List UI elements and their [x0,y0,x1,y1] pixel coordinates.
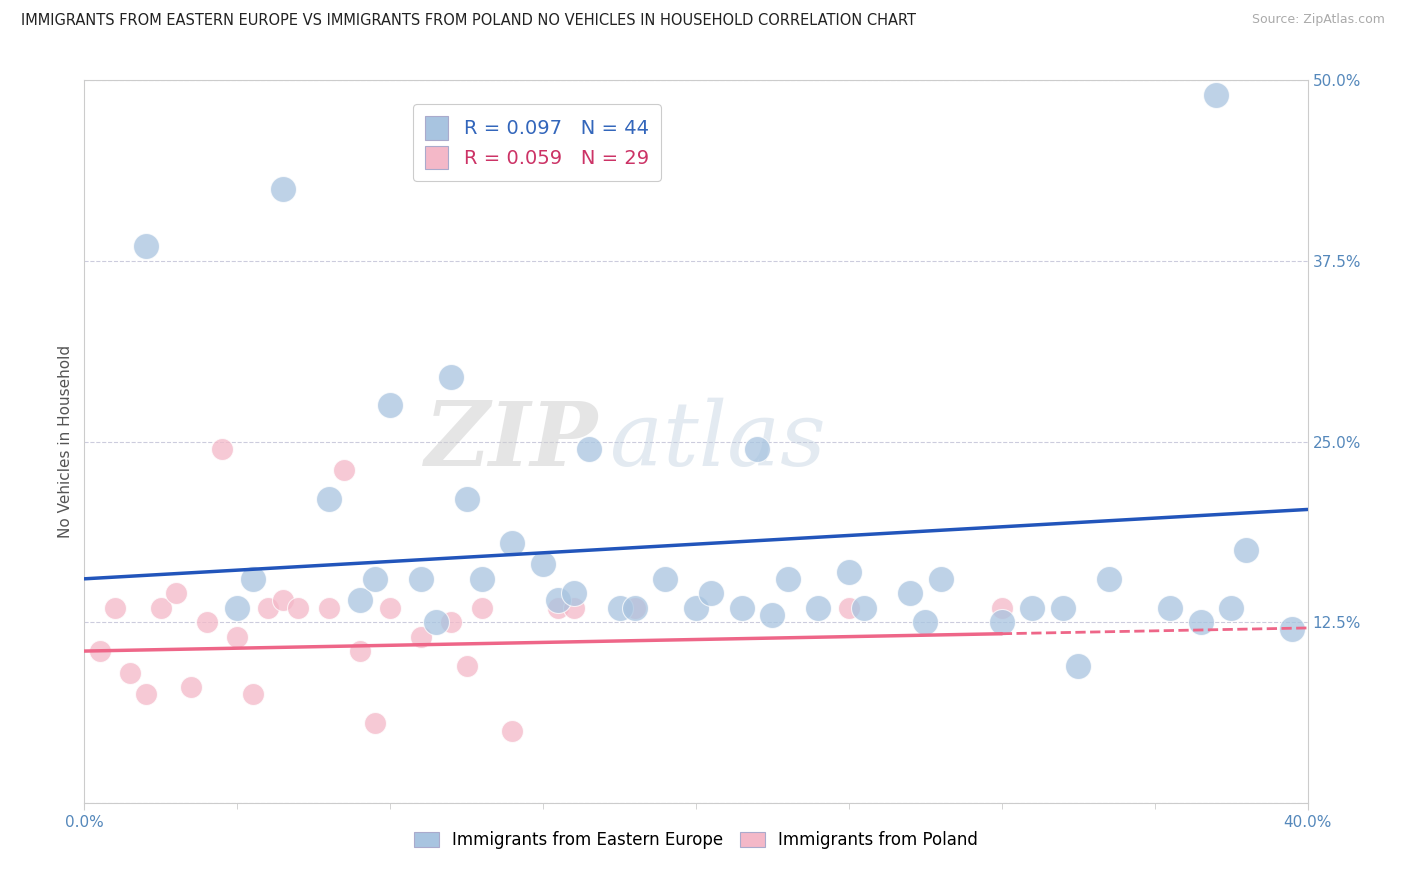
Point [1098,572,1121,586]
Point [1159,600,1181,615]
Point [440,615,463,630]
Point [120,665,142,680]
Point [1052,600,1074,615]
Point [318,600,340,615]
Point [349,644,371,658]
Point [456,658,478,673]
Point [409,630,432,644]
Point [929,572,952,586]
Point [700,586,723,600]
Point [547,600,569,615]
Point [1220,600,1243,615]
Point [226,630,249,644]
Point [135,687,157,701]
Point [271,182,294,196]
Text: ZIP: ZIP [425,399,598,484]
Point [531,558,554,572]
Point [165,586,187,600]
Point [1281,623,1303,637]
Point [807,600,830,615]
Point [180,680,202,694]
Text: IMMIGRANTS FROM EASTERN EUROPE VS IMMIGRANTS FROM POLAND NO VEHICLES IN HOUSEHOL: IMMIGRANTS FROM EASTERN EUROPE VS IMMIGR… [21,13,917,29]
Point [898,586,921,600]
Y-axis label: No Vehicles in Household: No Vehicles in Household [58,345,73,538]
Point [624,600,647,615]
Point [654,572,676,586]
Point [624,600,647,615]
Point [1021,600,1043,615]
Point [287,600,309,615]
Point [364,716,387,731]
Point [135,239,157,253]
Point [380,600,402,615]
Point [89,644,111,658]
Point [471,600,494,615]
Point [242,687,264,701]
Point [195,615,218,630]
Text: Source: ZipAtlas.com: Source: ZipAtlas.com [1251,13,1385,27]
Point [562,586,585,600]
Point [776,572,799,586]
Point [242,572,264,586]
Point [425,615,447,630]
Point [380,398,402,412]
Point [838,565,860,579]
Point [211,442,233,456]
Point [578,442,600,456]
Point [609,600,631,615]
Point [838,600,860,615]
Point [456,492,478,507]
Point [747,442,769,456]
Point [333,463,356,477]
Point [149,600,172,615]
Point [853,600,876,615]
Point [1067,658,1090,673]
Point [562,600,585,615]
Point [257,600,280,615]
Point [1205,87,1227,102]
Point [685,600,707,615]
Point [731,600,754,615]
Point [364,572,387,586]
Point [547,593,569,607]
Point [914,615,936,630]
Point [226,600,249,615]
Point [991,600,1014,615]
Point [1236,542,1258,557]
Point [991,615,1014,630]
Point [318,492,340,507]
Point [761,607,783,622]
Point [409,572,432,586]
Point [471,572,494,586]
Point [349,593,371,607]
Point [502,535,524,549]
Legend: Immigrants from Eastern Europe, Immigrants from Poland: Immigrants from Eastern Europe, Immigran… [408,824,984,856]
Point [104,600,127,615]
Text: atlas: atlas [610,398,827,485]
Point [271,593,294,607]
Point [1189,615,1212,630]
Point [440,369,463,384]
Point [502,723,524,738]
